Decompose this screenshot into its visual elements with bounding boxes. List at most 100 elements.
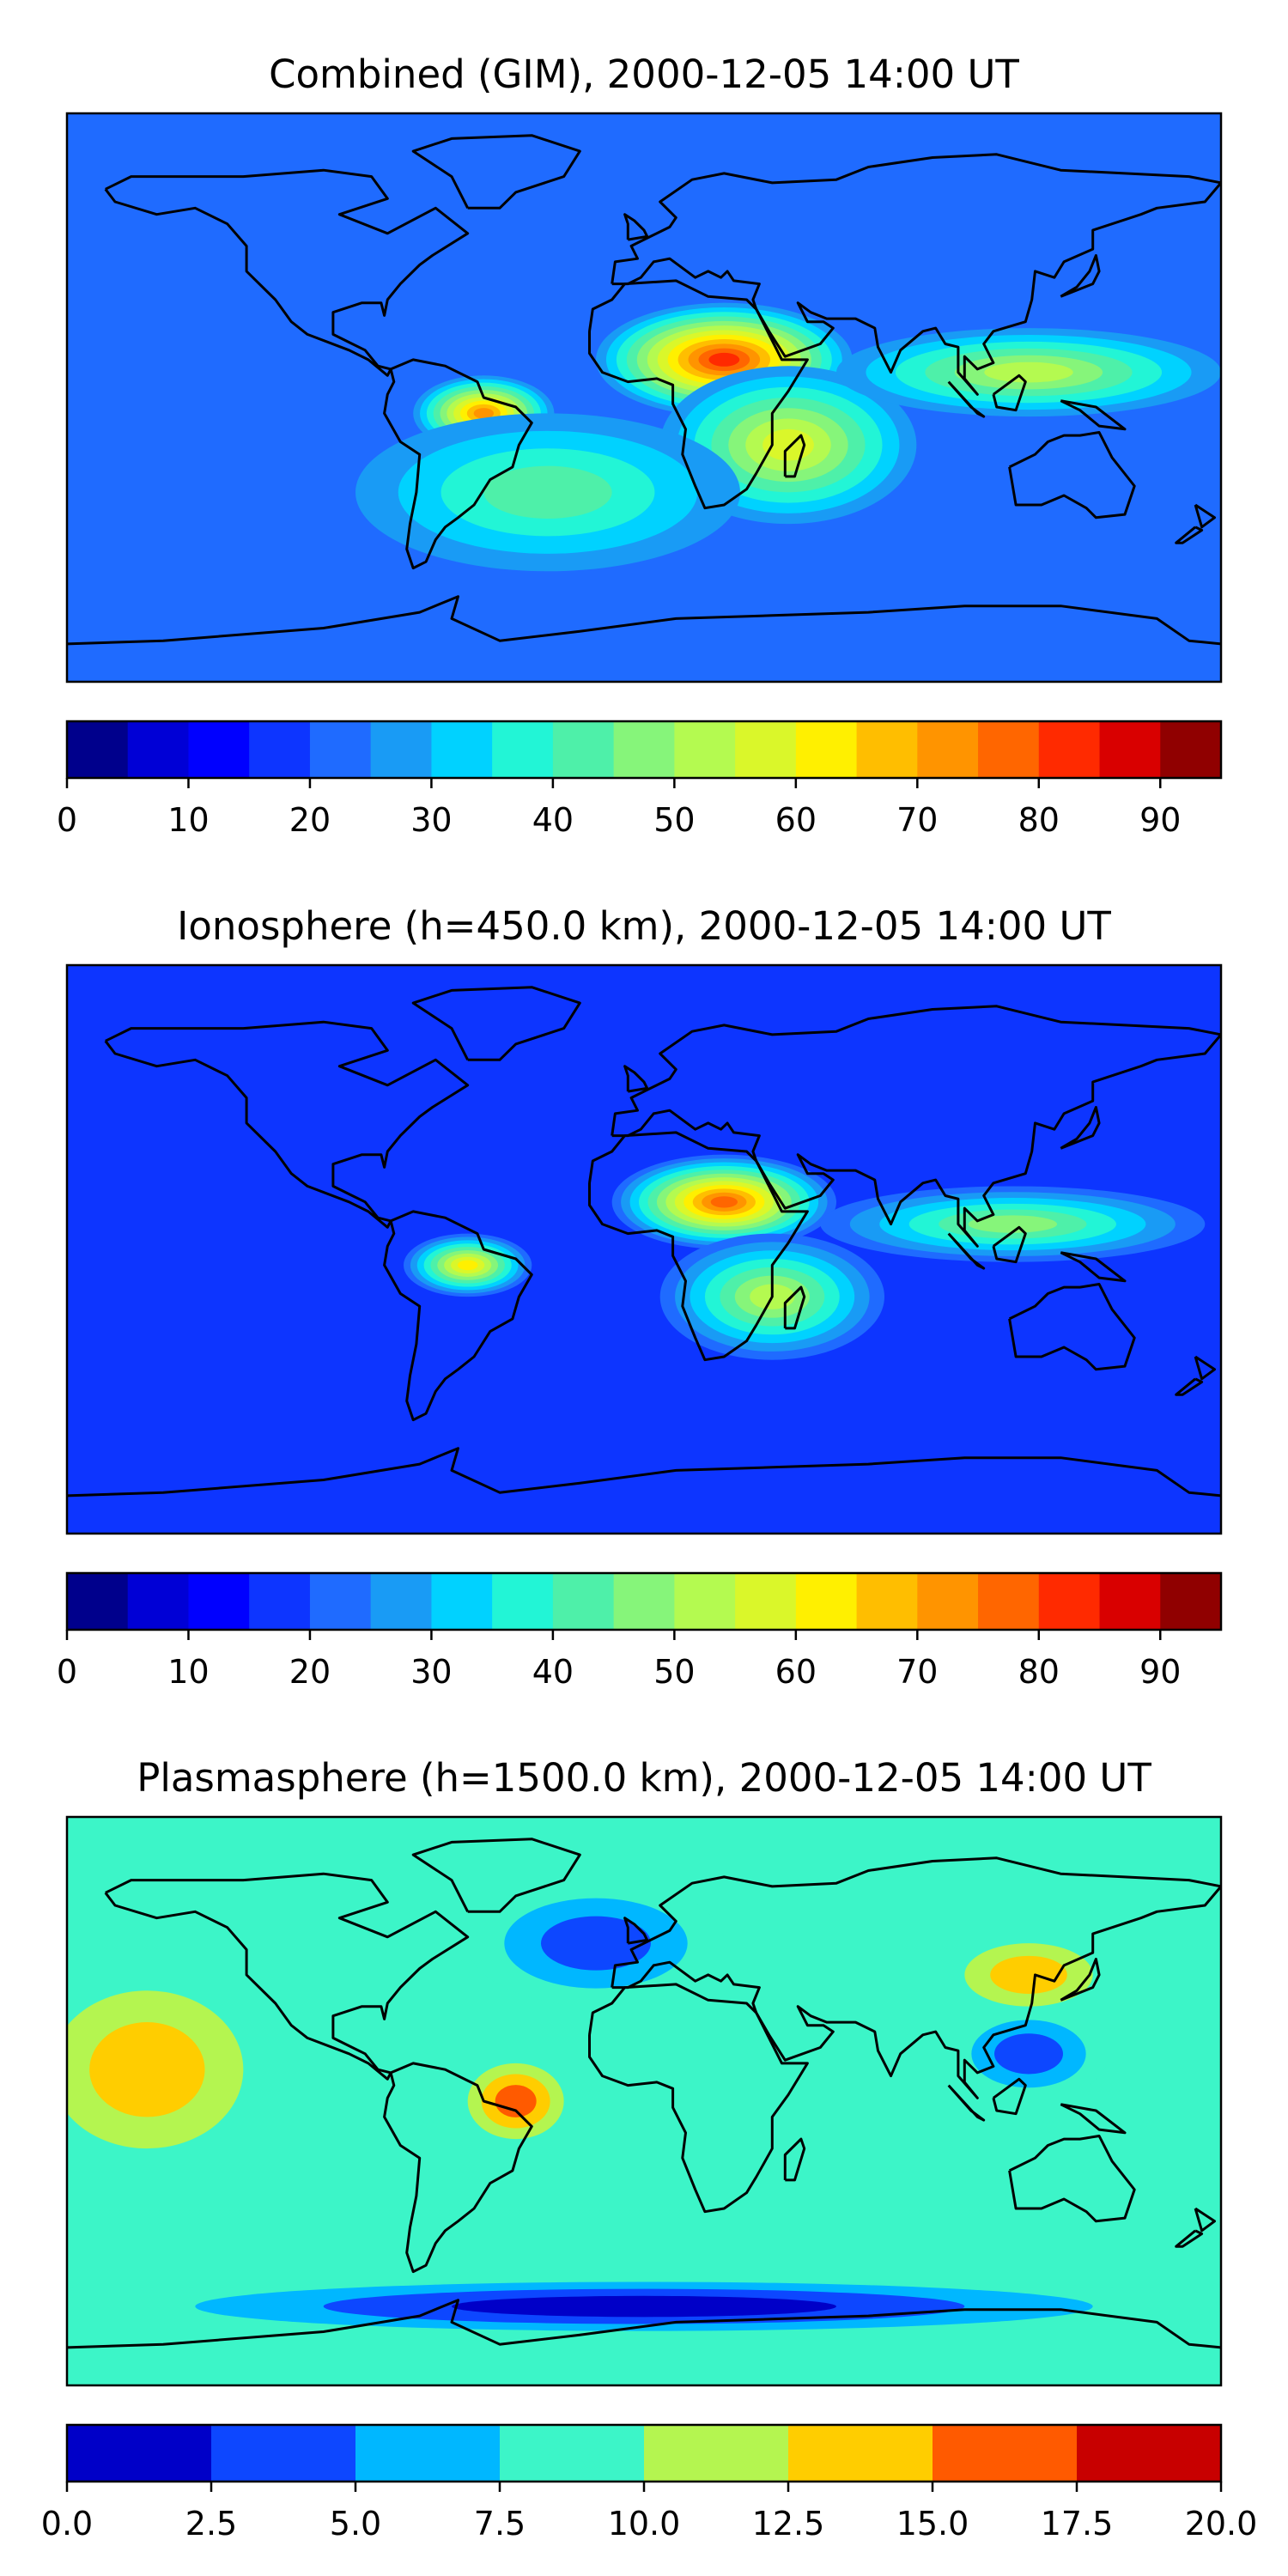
- chart-plasmasphere: 0.0 2.5 5.0 7.5 10.0 12.5 15.0 17.5 20.0: [41, 1815, 1257, 2543]
- colorbar-tick-label: 90: [1139, 801, 1181, 839]
- contour-band: [473, 408, 495, 419]
- colorbar-segment: [1077, 2425, 1222, 2482]
- colorbar-segment: [309, 1573, 372, 1630]
- map-field: [67, 965, 1221, 1534]
- coastline: [104, 168, 470, 377]
- colorbar-segment: [917, 1573, 979, 1630]
- map-field: [67, 1817, 1221, 2385]
- coastline: [623, 1917, 649, 1945]
- colorbar-tick-label: 0: [57, 801, 77, 839]
- coastline: [1060, 1251, 1127, 1283]
- coastline: [783, 1285, 806, 1330]
- colorbar-segment: [735, 1573, 797, 1630]
- colorbar-tick-label: 17.5: [1041, 2505, 1114, 2543]
- colorbar-tick-label: 60: [775, 801, 817, 839]
- colorbar-segment: [492, 721, 554, 778]
- contour-band: [994, 2033, 1063, 2075]
- colorbar-tick-label: 60: [775, 1653, 817, 1691]
- coastline: [947, 380, 986, 418]
- contour-band: [990, 1955, 1067, 1994]
- map-field: [67, 113, 1221, 682]
- coastline: [1175, 2229, 1204, 2248]
- colorbar-segment: [370, 1573, 432, 1630]
- contour-band: [495, 2085, 537, 2117]
- map-frame: [65, 1815, 1223, 2387]
- coastline: [947, 1232, 986, 1270]
- colorbar-segment: [735, 721, 797, 778]
- colorbar-tick-label: 7.5: [474, 2505, 526, 2543]
- colorbar-segment: [613, 721, 675, 778]
- coastline: [1194, 2207, 1216, 2233]
- colorbar-tick-label: 70: [896, 801, 938, 839]
- coastline: [1008, 431, 1136, 519]
- colorbar-segment: [188, 1573, 250, 1630]
- colorbar-tick-label: 50: [653, 801, 695, 839]
- colorbar-tick-label: 0.0: [41, 2505, 93, 2543]
- colorbar-segment: [211, 2425, 356, 2482]
- colorbar-segment: [127, 721, 189, 778]
- colorbar-segment: [552, 721, 615, 778]
- chart-title: Plasmasphere (h=1500.0 km), 2000-12-05 1…: [137, 1755, 1151, 1801]
- chart-title: Combined (GIM), 2000-12-05 14:00 UT: [269, 52, 1019, 97]
- colorbar-segment: [856, 1573, 918, 1630]
- coastline: [783, 2137, 806, 2182]
- colorbar-tick-label: 20: [289, 801, 331, 839]
- chart-combined: 0 10 20 30 40 50 60 70 80 90: [57, 112, 1223, 839]
- colorbar-segment: [492, 1573, 554, 1630]
- colorbar-tick-label: 40: [532, 1653, 574, 1691]
- coastline: [992, 374, 1027, 412]
- colorbar-tick-label: 30: [410, 801, 452, 839]
- coastline: [1060, 1958, 1101, 2002]
- coastline: [383, 1210, 533, 1422]
- coastline: [992, 2077, 1027, 2116]
- colorbar-frame: [65, 720, 1223, 780]
- colorbar-tick-label: 80: [1018, 1653, 1060, 1691]
- colorbar-segment: [67, 1573, 129, 1630]
- colorbar-tick-label: 5.0: [330, 2505, 381, 2543]
- coastline: [1008, 1283, 1136, 1371]
- contour-band: [541, 1916, 651, 1971]
- colorbar-segment: [674, 1573, 736, 1630]
- coastline: [623, 213, 649, 241]
- coastline: [588, 279, 809, 510]
- coastline: [1060, 1106, 1101, 1150]
- coastline: [1060, 254, 1101, 298]
- contour-band: [762, 428, 814, 461]
- colorbar-tick-label: 12.5: [752, 2505, 825, 2543]
- colorbar-segment: [370, 721, 432, 778]
- colorbar-segment: [188, 721, 250, 778]
- coastline: [67, 1447, 1221, 1498]
- colorbar-segment: [67, 2425, 212, 2482]
- contour-band: [984, 361, 1073, 383]
- coastline: [783, 434, 806, 478]
- coastline: [611, 1005, 1221, 1248]
- coastline: [623, 1065, 649, 1093]
- colorbar-tick-label: 50: [653, 1653, 695, 1691]
- colorbar-segment: [431, 1573, 493, 1630]
- coastline: [588, 1131, 809, 1362]
- colorbar-segment: [1160, 1573, 1222, 1630]
- colorbar-segment: [1038, 721, 1101, 778]
- colorbar-segment: [1099, 1573, 1161, 1630]
- coastline: [383, 358, 533, 570]
- colorbar-segment: [917, 721, 979, 778]
- coastline: [1175, 1377, 1204, 1396]
- colorbar-segment: [978, 1573, 1040, 1630]
- colorbar-tick-label: 0: [57, 1653, 77, 1691]
- map-frame: [65, 112, 1223, 683]
- coastline: [611, 1856, 1221, 2099]
- coastline: [1194, 1355, 1216, 1381]
- colorbar-tick-label: 10: [167, 801, 209, 839]
- colorbar-segment: [795, 1573, 858, 1630]
- colorbar-segment: [249, 721, 311, 778]
- colorbar-tick-label: 40: [532, 801, 574, 839]
- colorbar-tick-label: 10.0: [608, 2505, 681, 2543]
- colorbar-tick-label: 30: [410, 1653, 452, 1691]
- coastline: [1175, 526, 1204, 544]
- coastline: [947, 2084, 986, 2122]
- colorbar-segment: [795, 721, 858, 778]
- coastline: [67, 595, 1221, 646]
- coastline: [1008, 2135, 1136, 2223]
- coastline: [1194, 503, 1216, 529]
- colorbar-segment: [1160, 721, 1222, 778]
